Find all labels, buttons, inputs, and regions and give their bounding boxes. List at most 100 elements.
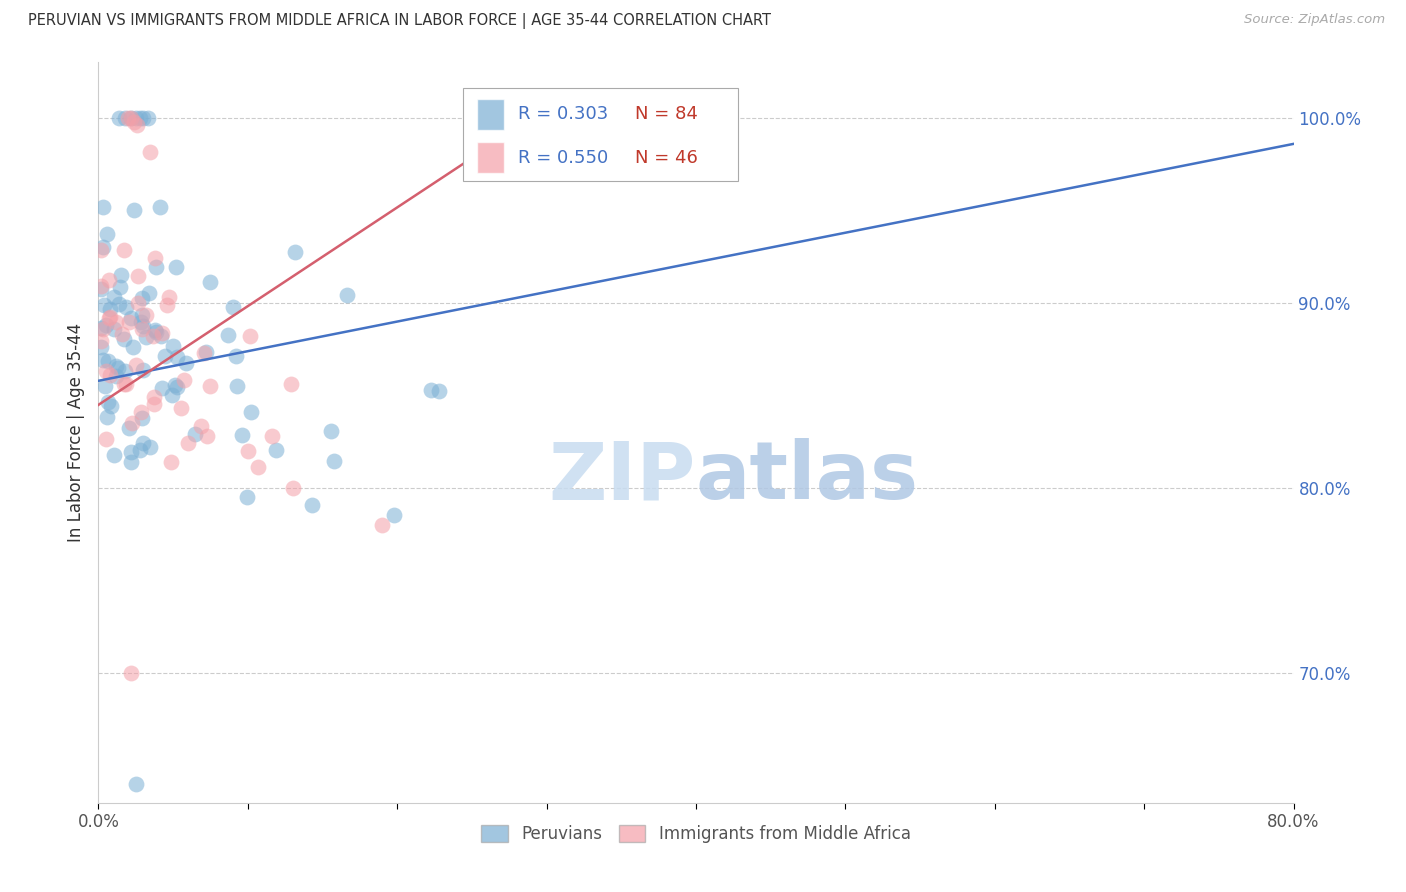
Point	[280, 377, 302, 392]
Point	[105, 368, 128, 383]
Point	[143, 323, 166, 337]
Point	[165, 377, 187, 392]
Point	[91, 322, 114, 336]
Point	[195, 429, 218, 443]
Text: ZIP: ZIP	[548, 438, 696, 516]
Point	[125, 111, 148, 125]
Point	[124, 358, 146, 372]
Point	[90, 334, 112, 348]
Point	[96, 227, 118, 241]
Point	[103, 290, 125, 304]
Point	[194, 344, 217, 359]
Point	[94, 432, 117, 446]
Point	[136, 111, 159, 125]
Point	[131, 410, 153, 425]
Point	[184, 426, 207, 441]
Point	[129, 111, 152, 125]
Point	[174, 356, 197, 370]
Point	[121, 310, 143, 325]
Point	[371, 518, 394, 533]
Point	[129, 315, 152, 329]
Point	[260, 429, 283, 443]
Point	[120, 445, 142, 459]
Point	[127, 119, 149, 133]
Point	[142, 397, 165, 411]
Point	[160, 455, 183, 469]
Point	[319, 424, 342, 438]
FancyBboxPatch shape	[477, 142, 503, 173]
Point	[225, 379, 247, 393]
Point	[90, 279, 112, 293]
Point	[112, 244, 135, 258]
Point	[97, 273, 120, 287]
Point	[96, 364, 118, 378]
Point	[120, 111, 142, 125]
Point	[90, 282, 112, 296]
Point	[97, 354, 120, 368]
Point	[94, 318, 117, 332]
Point	[114, 111, 136, 125]
Point	[236, 490, 259, 504]
Y-axis label: In Labor Force | Age 35-44: In Labor Force | Age 35-44	[66, 323, 84, 542]
Point	[419, 383, 441, 397]
Point	[143, 390, 166, 404]
Point	[336, 287, 359, 301]
Point	[108, 280, 131, 294]
Point	[190, 418, 212, 433]
Point	[114, 377, 136, 392]
Point	[145, 325, 167, 339]
Point	[122, 203, 145, 218]
Point	[135, 309, 157, 323]
Point	[382, 508, 405, 522]
Point	[118, 420, 141, 434]
Point	[142, 329, 165, 343]
Point	[97, 394, 120, 409]
Point	[125, 777, 148, 791]
Point	[98, 310, 121, 325]
Point	[156, 297, 179, 311]
Point	[162, 339, 184, 353]
Point	[127, 296, 149, 310]
Point	[112, 332, 135, 346]
Point	[107, 361, 129, 376]
Point	[120, 455, 142, 469]
Point	[128, 442, 150, 457]
Point	[98, 311, 121, 326]
Point	[132, 111, 155, 125]
Point	[98, 368, 121, 382]
Point	[121, 417, 143, 431]
Point	[138, 285, 160, 300]
Point	[127, 268, 149, 283]
Point	[150, 329, 173, 343]
Point	[239, 329, 262, 343]
Point	[170, 401, 193, 415]
Text: N = 84: N = 84	[636, 105, 697, 123]
Point	[131, 308, 153, 322]
Text: atlas: atlas	[696, 438, 920, 516]
Point	[110, 268, 132, 282]
Legend: Peruvians, Immigrants from Middle Africa: Peruvians, Immigrants from Middle Africa	[474, 819, 918, 850]
Point	[103, 448, 125, 462]
Point	[132, 319, 155, 334]
Point	[301, 498, 323, 512]
Point	[149, 200, 172, 214]
Point	[131, 322, 153, 336]
Point	[200, 275, 222, 289]
Point	[225, 349, 247, 363]
Point	[120, 111, 142, 125]
FancyBboxPatch shape	[477, 99, 503, 130]
Point	[91, 240, 114, 254]
Point	[96, 410, 118, 425]
Point	[90, 320, 112, 334]
Point	[173, 374, 195, 388]
Point	[427, 384, 450, 398]
Point	[177, 435, 200, 450]
Point	[157, 290, 180, 304]
Point	[91, 353, 114, 368]
Point	[120, 666, 142, 681]
Point	[193, 345, 215, 359]
Point	[217, 327, 239, 342]
Text: PERUVIAN VS IMMIGRANTS FROM MIDDLE AFRICA IN LABOR FORCE | AGE 35-44 CORRELATION: PERUVIAN VS IMMIGRANTS FROM MIDDLE AFRIC…	[28, 13, 770, 29]
Point	[152, 381, 174, 395]
Point	[134, 330, 156, 344]
